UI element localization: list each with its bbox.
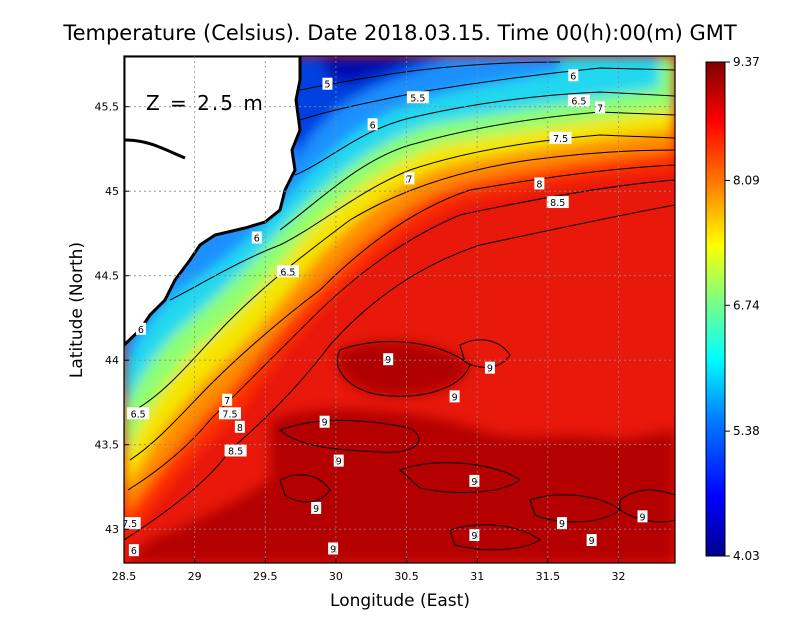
- contour-label: 9: [385, 355, 391, 366]
- contour-label-bg: [534, 177, 545, 190]
- contour-label: 9: [559, 519, 565, 530]
- contour-label-bg: [234, 420, 245, 433]
- y-tick-label: 45.5: [95, 101, 120, 114]
- contour-label-bg: [567, 94, 590, 107]
- contour-label: 9: [452, 392, 458, 403]
- contour-label: 9: [330, 544, 336, 555]
- contour-label: 6: [138, 325, 144, 336]
- y-tick-label: 45: [105, 185, 119, 198]
- contour-label: 9: [471, 477, 477, 488]
- x-tick-label: 30.5: [394, 570, 419, 583]
- colorbar-tick-label: 5.38: [733, 424, 760, 438]
- chart-title: Temperature (Celsius). Date 2018.03.15. …: [62, 21, 737, 45]
- contour-label-bg: [333, 454, 344, 467]
- contour-label: 8: [237, 423, 243, 434]
- contour-label-bg: [586, 534, 597, 547]
- contour-label-bg: [556, 517, 567, 530]
- contour-label: 7.5: [553, 134, 568, 145]
- contour-label: 8.5: [550, 198, 565, 209]
- x-tick-label: 30: [329, 570, 343, 583]
- contour-label-bg: [322, 77, 333, 90]
- contour-label-bg: [546, 196, 569, 209]
- y-axis-label: Latitude (North): [67, 242, 87, 378]
- contour-label: 9: [639, 512, 645, 523]
- plot-frame: [123, 55, 676, 564]
- colorbar-ticks: 9.37 8.09 6.74 5.38 4.03: [725, 55, 760, 563]
- colorbar-tick-label: 6.74: [733, 298, 760, 312]
- contour-label: 8: [536, 179, 542, 190]
- depth-annotation: Z = 2.5 m: [146, 91, 265, 115]
- contour-label-bg: [276, 265, 299, 278]
- coastline-land: [124, 56, 302, 348]
- contour-label: 6: [570, 71, 576, 82]
- x-tick-label: 31.5: [536, 570, 561, 583]
- contour-label-bg: [484, 361, 495, 374]
- x-tick-label: 29.5: [253, 570, 278, 583]
- contour-label-bg: [568, 69, 579, 82]
- y-axis: 43 43.5 44 44.5 45 45.5: [95, 101, 129, 536]
- contour-label: 9: [487, 364, 493, 375]
- y-tick-label: 44.5: [95, 270, 120, 283]
- contour-label: 7: [597, 103, 603, 114]
- colorbar-tick-label: 8.09: [733, 173, 760, 187]
- contour-label-bg: [328, 542, 339, 555]
- x-tick-label: 29: [188, 570, 202, 583]
- contour-label-bg: [124, 517, 141, 530]
- contour-labels: 55.566.577.5688.5766.569977.586.5998.599…: [122, 69, 648, 557]
- x-axis: 28.5 29 29.5 30 30.5 31 31.5 32: [112, 558, 625, 583]
- contour-label: 8.5: [228, 446, 243, 457]
- contour-label-bg: [218, 407, 241, 420]
- contour-label-bg: [637, 510, 648, 523]
- contour-label: 6: [254, 234, 260, 245]
- contour-label-bg: [222, 393, 233, 406]
- contour-label-bg: [406, 91, 429, 104]
- contour-label: 9: [322, 418, 328, 429]
- contour-label: 9: [336, 457, 342, 468]
- river-boundary: [124, 138, 186, 160]
- colorbar-tick-label: 9.37: [733, 55, 760, 69]
- contour-label-bg: [595, 101, 606, 114]
- contour-label: 7: [224, 396, 230, 407]
- x-tick-label: 28.5: [112, 570, 137, 583]
- contour-label-bg: [449, 390, 460, 403]
- contour-label-bg: [469, 474, 480, 487]
- contour-label-bg: [311, 501, 322, 514]
- y-tick-label: 43: [105, 523, 119, 536]
- contour-label: 9: [313, 504, 319, 515]
- contour-label: 5.5: [410, 93, 425, 104]
- y-tick-label: 44: [105, 354, 119, 367]
- contour-label: 6.5: [280, 267, 295, 278]
- contour-label: 7: [406, 174, 412, 185]
- contour-label: 6.5: [571, 97, 586, 108]
- contour-label-bg: [367, 118, 378, 131]
- contour-label: 6: [370, 120, 376, 131]
- x-axis-label: Longitude (East): [330, 591, 470, 611]
- contour-label: 7.5: [222, 409, 237, 420]
- contour-label-bg: [224, 444, 247, 457]
- contour-label-bg: [383, 353, 394, 366]
- contour-label: 6.5: [131, 409, 146, 420]
- contour-label: 5: [324, 80, 330, 91]
- plot-area: 55.566.577.5688.5766.569977.586.5998.599…: [122, 56, 675, 563]
- grid-lines: [124, 56, 675, 563]
- contour-label-bg: [128, 544, 139, 557]
- y-tick-label: 43.5: [95, 439, 120, 452]
- x-tick-label: 31: [470, 570, 484, 583]
- contour-label-bg: [319, 415, 330, 428]
- contour-label-bg: [404, 172, 415, 185]
- colorbar-tick-label: 4.03: [733, 549, 760, 563]
- contour-label-bg: [549, 131, 572, 144]
- x-tick-label: 32: [611, 570, 625, 583]
- colorbar: [705, 61, 726, 557]
- contour-label-bg: [127, 407, 150, 420]
- contour-label-bg: [469, 528, 480, 541]
- contour-label-bg: [251, 231, 262, 244]
- contour-label: 9: [471, 531, 477, 542]
- contour-label: 6: [131, 546, 137, 557]
- contour-label: 7.5: [122, 519, 137, 530]
- contour-label: 9: [589, 536, 595, 547]
- contour-label-bg: [135, 322, 146, 335]
